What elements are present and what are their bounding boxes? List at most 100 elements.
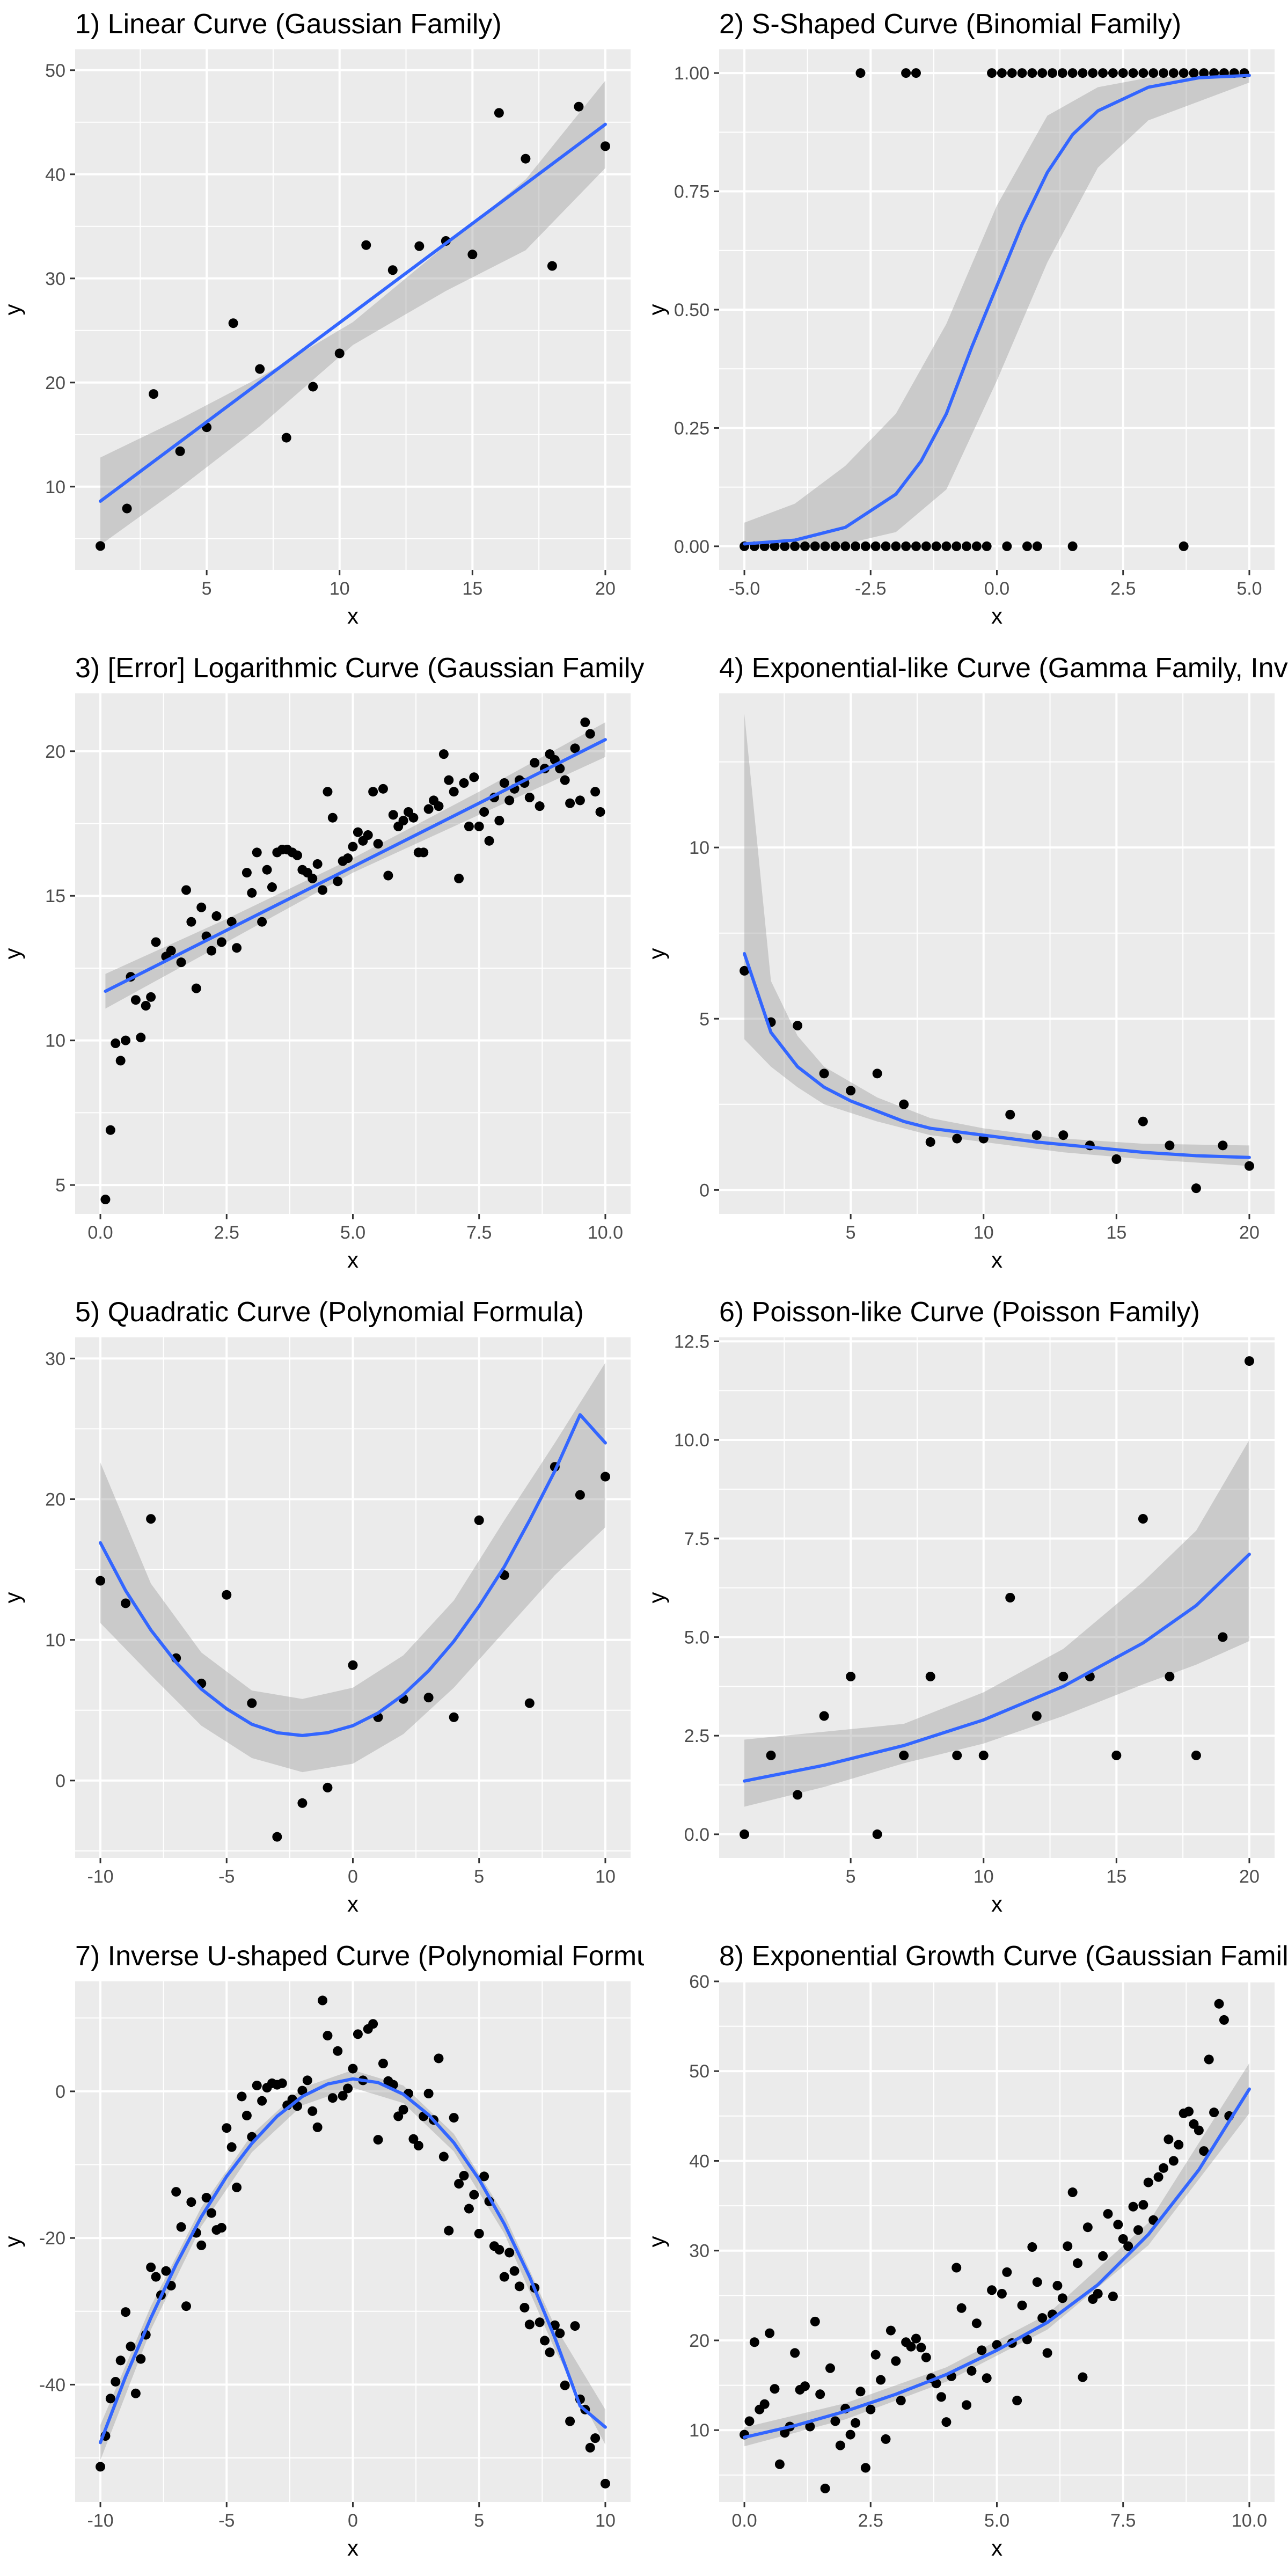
data-point	[820, 541, 830, 551]
y-tick-label: 10	[45, 477, 65, 497]
data-point	[434, 801, 444, 811]
data-point	[535, 801, 545, 811]
x-tick-label: 20	[1239, 1867, 1260, 1887]
x-tick-label: 20	[1239, 1223, 1260, 1243]
y-tick-label: 30	[45, 1349, 65, 1369]
chart-svg: 5 10 15 20 0.0 2.5 5.0 7.5 10.0 12.5 x y 6) Poisson-…	[644, 1297, 1275, 1916]
data-point	[408, 2134, 419, 2144]
data-point	[96, 541, 106, 551]
data-point	[449, 1712, 459, 1722]
data-point	[585, 2442, 595, 2453]
y-tick-label: 20	[689, 2331, 709, 2351]
data-point	[956, 2303, 967, 2313]
fit-line	[743, 2087, 1251, 2439]
chart-title: 2) S-Shaped Curve (Binomial Family)	[719, 9, 1181, 40]
data-point	[228, 318, 238, 328]
data-point	[982, 541, 992, 551]
y-axis-title: y	[644, 948, 669, 960]
data-point	[881, 541, 891, 551]
chart-title: 7) Inverse U-shaped Curve (Polynomial Fo…	[75, 1941, 644, 1972]
data-point	[444, 2226, 454, 2236]
chart-panel-7: -10 -5 0 5 10 -40 -20 0 x y 7) Inverse U-shaped Cu…	[0, 1932, 644, 2576]
data-point	[1073, 2258, 1083, 2268]
x-tick-label: 0.0	[731, 2511, 757, 2531]
data-point	[971, 2318, 982, 2329]
data-point	[1159, 68, 1168, 78]
data-point	[1017, 68, 1027, 78]
data-point	[555, 764, 565, 774]
data-point	[881, 2434, 891, 2444]
data-point	[1108, 68, 1118, 78]
y-tick-label: 10	[45, 1630, 65, 1651]
chart-svg: -10 -5 0 5 10 -40 -20 0 x y 7) Inverse U-shaped Cu…	[0, 1941, 644, 2560]
data-point	[1191, 1183, 1201, 1194]
data-point	[474, 1515, 484, 1525]
chart-panel-1: 5 10 15 20 10 20 30 40 50 x y 1) Linear Curve (Gaus…	[0, 0, 644, 644]
data-point	[1032, 2277, 1042, 2287]
data-point	[302, 2075, 312, 2085]
data-point	[434, 2053, 444, 2063]
data-point	[327, 2093, 338, 2103]
data-point	[1133, 2225, 1143, 2235]
x-tick-label: 7.5	[1110, 2511, 1136, 2531]
data-point	[423, 2089, 434, 2099]
y-tick-label: 0.00	[674, 537, 709, 557]
data-point	[1138, 2200, 1148, 2210]
data-point	[1031, 1130, 1042, 1140]
data-point	[931, 541, 941, 551]
fit-line	[99, 2077, 607, 2445]
data-point	[830, 2416, 840, 2426]
data-point	[393, 2111, 404, 2121]
data-point	[1032, 541, 1042, 551]
data-point	[100, 1195, 111, 1205]
data-point	[141, 1001, 151, 1011]
y-tick-label: 30	[45, 269, 65, 289]
y-tick-label: 5	[55, 1175, 65, 1196]
x-axis-title: x	[991, 1247, 1002, 1272]
data-point	[1138, 68, 1148, 78]
data-point	[911, 541, 921, 551]
y-tick-label: 0.50	[674, 300, 709, 320]
data-point	[257, 2096, 267, 2106]
x-tick-label: 10	[974, 1867, 994, 1887]
chart-panel-4: 5 10 15 20 0 5 10 x y 4) Exponential-like Curve (…	[644, 644, 1288, 1288]
y-tick-label: 12.5	[674, 1331, 709, 1352]
data-point	[504, 2248, 515, 2258]
data-point	[196, 2240, 207, 2250]
data-point	[819, 1069, 829, 1079]
data-point	[1128, 2201, 1138, 2212]
data-point	[1199, 68, 1209, 78]
data-point	[191, 983, 201, 993]
data-point	[876, 2375, 886, 2385]
data-layer	[740, 68, 1251, 551]
data-point	[166, 946, 176, 956]
data-point	[115, 1056, 126, 1066]
data-point	[353, 827, 363, 837]
data-point	[1007, 68, 1017, 78]
data-point	[819, 1711, 829, 1721]
data-point	[1123, 2241, 1133, 2251]
data-point	[241, 2111, 252, 2121]
data-point	[899, 1750, 909, 1760]
data-point	[423, 1693, 434, 1703]
y-tick-label: 40	[45, 165, 65, 185]
y-tick-label: 50	[45, 61, 65, 81]
data-point	[560, 2380, 570, 2390]
x-tick-label: 5	[846, 1223, 856, 1243]
chart-svg: 5 10 15 20 0 5 10 x y 4) Exponential-like Curve (…	[644, 653, 1288, 1272]
data-point	[111, 1038, 121, 1049]
y-tick-label: 20	[45, 373, 65, 393]
data-point	[1078, 2372, 1088, 2382]
data-point	[449, 787, 459, 797]
data-point	[872, 1069, 882, 1079]
data-point	[499, 778, 509, 788]
data-point	[846, 1671, 856, 1681]
data-point	[398, 2105, 408, 2115]
data-point	[308, 873, 318, 883]
data-point	[1148, 68, 1159, 78]
chart-title: 8) Exponential Growth Curve (Gaussian Fa…	[719, 1941, 1288, 1972]
y-tick-label: 10	[689, 838, 709, 858]
data-point	[226, 2142, 237, 2152]
data-point	[1168, 68, 1179, 78]
